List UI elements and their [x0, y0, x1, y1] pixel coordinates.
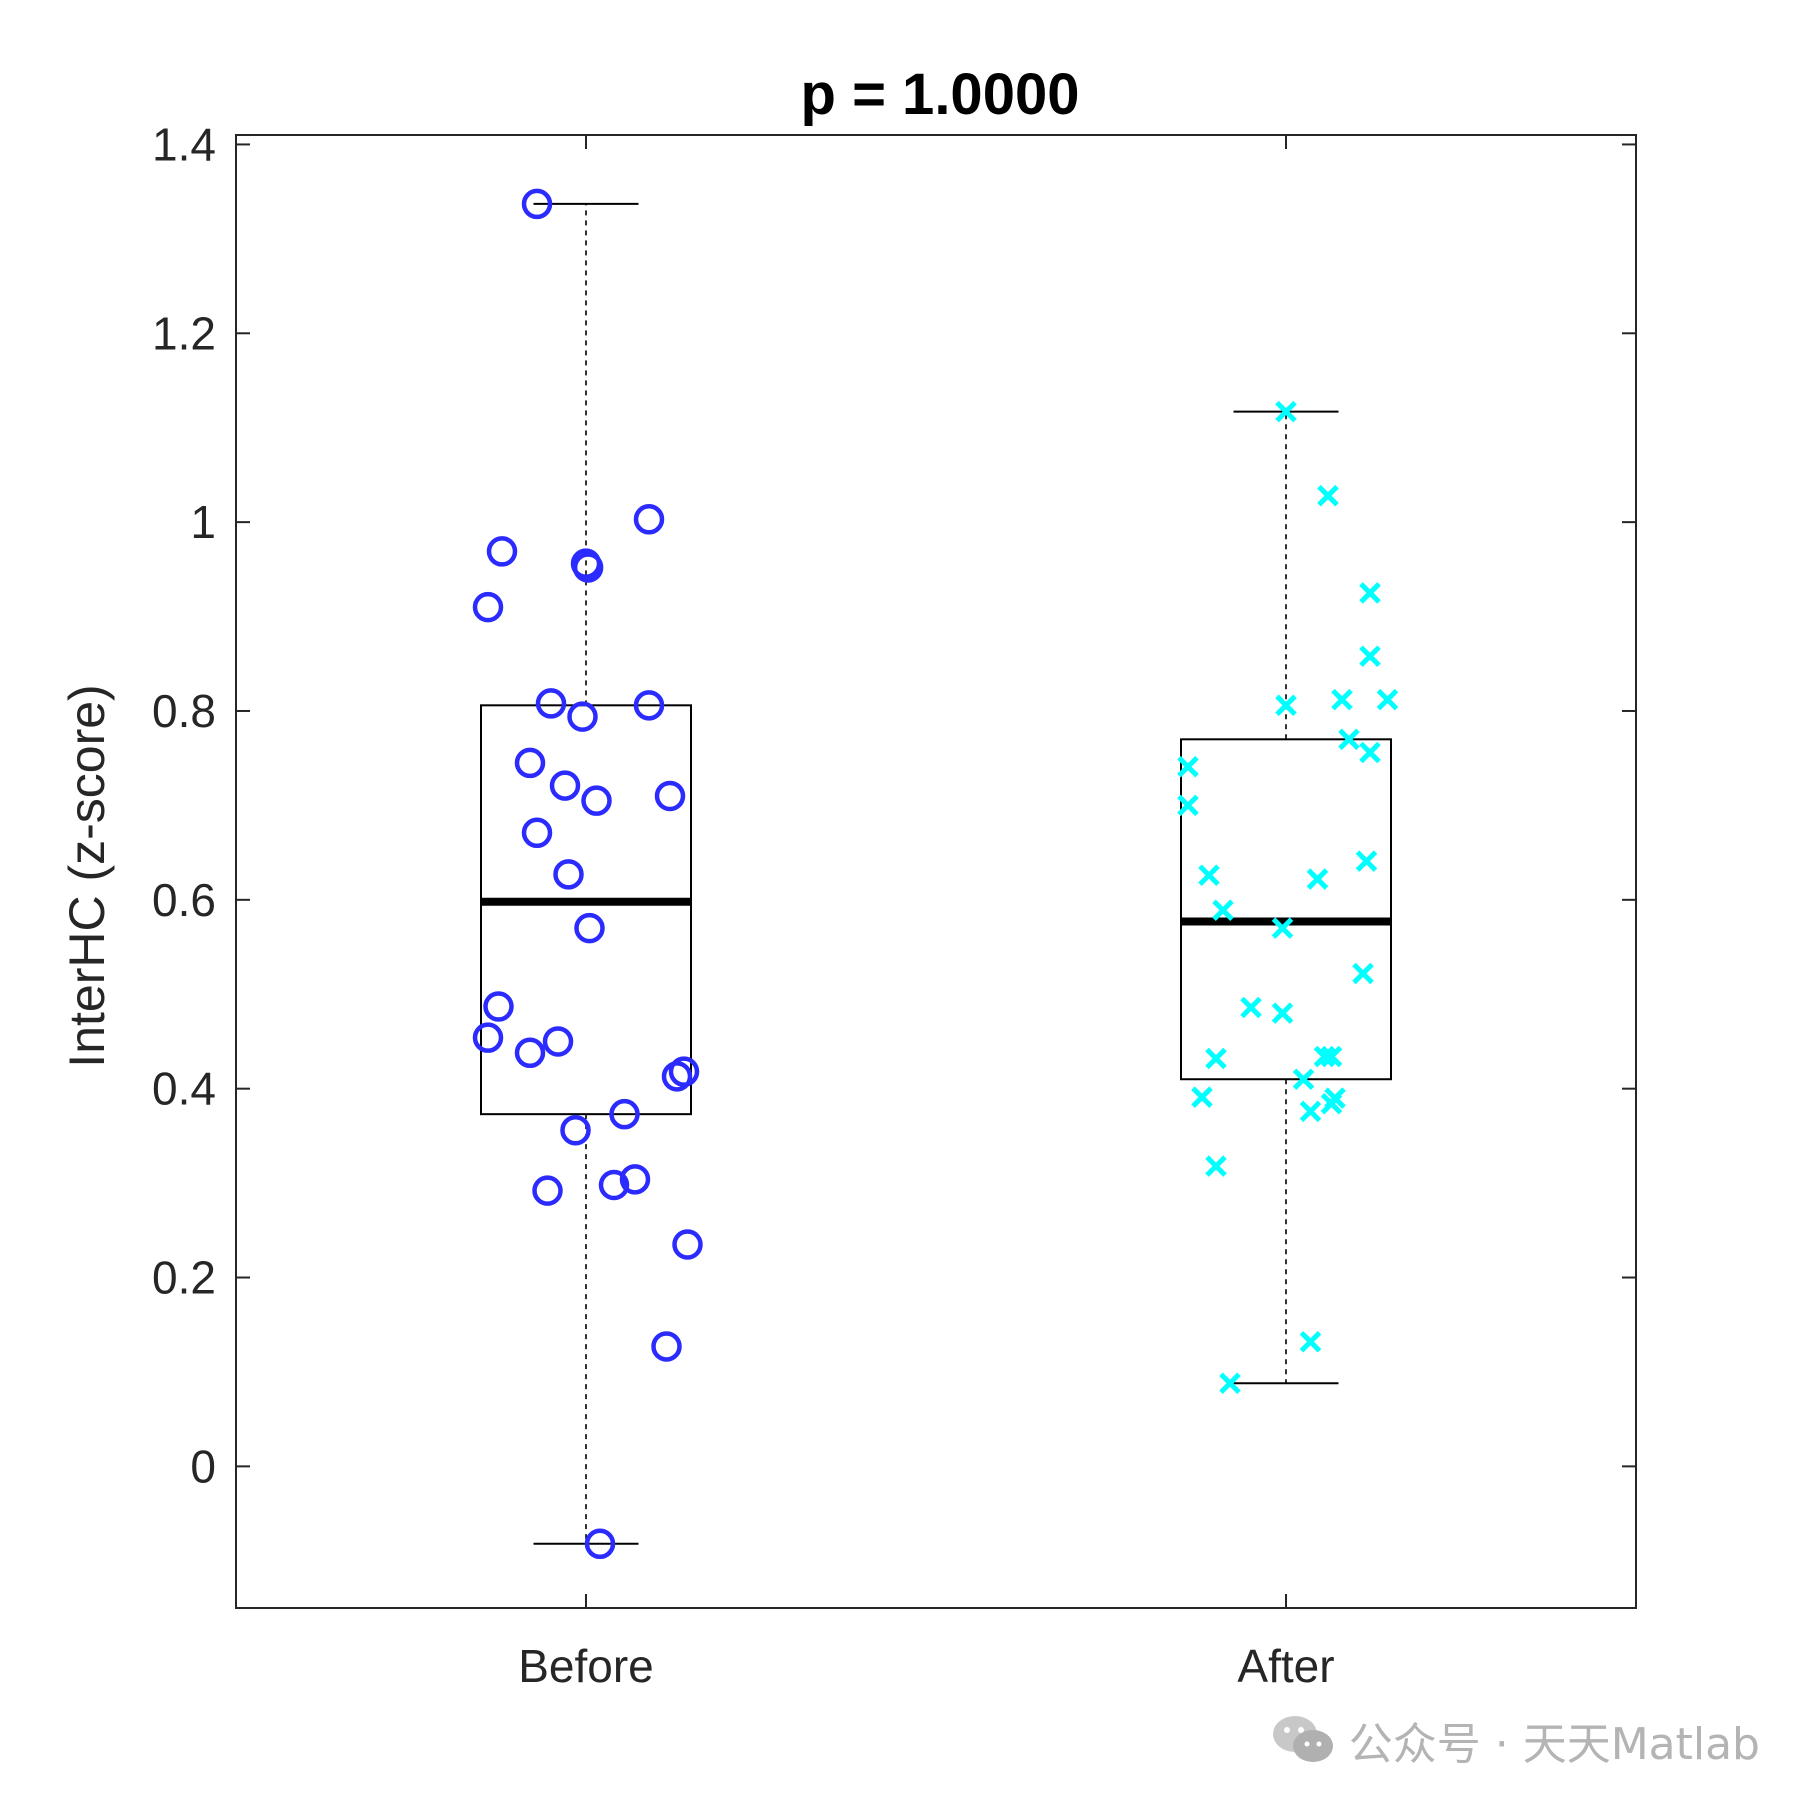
data-point — [1320, 1093, 1343, 1115]
y-tick-label: 1.4 — [152, 118, 216, 170]
data-point — [1275, 400, 1297, 423]
y-tick-label: 1 — [190, 496, 216, 548]
data-point — [549, 770, 581, 801]
data-point — [574, 912, 605, 944]
data-point — [1306, 868, 1329, 890]
data-point — [472, 1022, 504, 1053]
data-point — [1205, 1047, 1227, 1070]
data-point — [661, 1061, 693, 1092]
data-point — [472, 591, 504, 623]
data-point — [560, 1114, 591, 1146]
data-point — [1352, 962, 1374, 985]
data-point — [514, 747, 546, 779]
y-tick-label: 0.8 — [152, 685, 216, 737]
data-point — [535, 688, 567, 719]
data-point — [572, 552, 604, 583]
data-point — [1376, 688, 1399, 711]
data-point — [1359, 582, 1381, 604]
x-tick-label: Before — [518, 1640, 654, 1692]
watermark-text: 公众号 · 天天Matlab — [1348, 1719, 1760, 1770]
axes-frame — [235, 134, 1637, 1609]
data-point — [1299, 1100, 1322, 1123]
data-point — [598, 1169, 630, 1201]
y-tick-label: 1.2 — [152, 307, 216, 359]
data-point — [1240, 996, 1262, 1019]
data-point — [654, 780, 686, 812]
data-point — [542, 1026, 574, 1057]
data-point — [1299, 1330, 1322, 1353]
data-point — [1355, 850, 1378, 872]
data-point — [1271, 917, 1294, 939]
data-point — [514, 1037, 546, 1069]
data-point — [1198, 864, 1220, 887]
data-point — [584, 1528, 616, 1560]
data-point — [1292, 1068, 1315, 1090]
y-tick-label: 0.2 — [152, 1252, 216, 1304]
data-point — [672, 1229, 703, 1260]
watermark: 公众号 · 天天Matlab — [1271, 1708, 1760, 1772]
data-point — [619, 1164, 651, 1195]
data-point — [553, 859, 584, 890]
y-axis-label: InterHC (z-score) — [59, 684, 115, 1067]
data-point — [1313, 1045, 1336, 1068]
points-before — [472, 188, 703, 1560]
data-point — [1212, 899, 1234, 921]
data-point — [1205, 1155, 1227, 1177]
chart-title: p = 1.0000 — [801, 62, 1080, 127]
data-point — [521, 817, 553, 849]
data-point — [1275, 694, 1297, 717]
y-tick-label: 0.4 — [152, 1063, 216, 1115]
y-tick-label: 0.6 — [152, 874, 216, 926]
axes: 0 0.2 0.4 0.6 0.8 1 1.2 1.4 Before After — [152, 118, 1637, 1692]
data-point — [483, 991, 514, 1022]
data-point — [651, 1331, 682, 1362]
data-point — [1359, 645, 1381, 667]
y-tick-label: 0 — [190, 1440, 216, 1492]
iqr-box — [1180, 738, 1392, 1081]
data-point — [609, 1098, 640, 1130]
data-point — [633, 690, 665, 721]
data-point — [521, 188, 553, 220]
data-point — [1177, 794, 1199, 817]
data-point — [1177, 755, 1199, 778]
data-points — [472, 188, 1399, 1560]
data-point — [1331, 688, 1353, 711]
data-point — [581, 785, 612, 816]
data-point — [1320, 1045, 1343, 1068]
data-point — [1219, 1372, 1241, 1395]
data-point — [567, 701, 598, 732]
data-point — [633, 504, 665, 535]
data-point — [1271, 1002, 1294, 1024]
points-after — [1177, 400, 1399, 1395]
data-point — [1338, 728, 1360, 751]
x-tick-label: After — [1237, 1640, 1334, 1692]
data-point — [1359, 741, 1381, 764]
wechat-icon — [1271, 1714, 1335, 1766]
data-point — [532, 1175, 563, 1206]
data-point — [1317, 484, 1339, 507]
data-point — [486, 536, 518, 567]
data-point — [1191, 1086, 1213, 1108]
